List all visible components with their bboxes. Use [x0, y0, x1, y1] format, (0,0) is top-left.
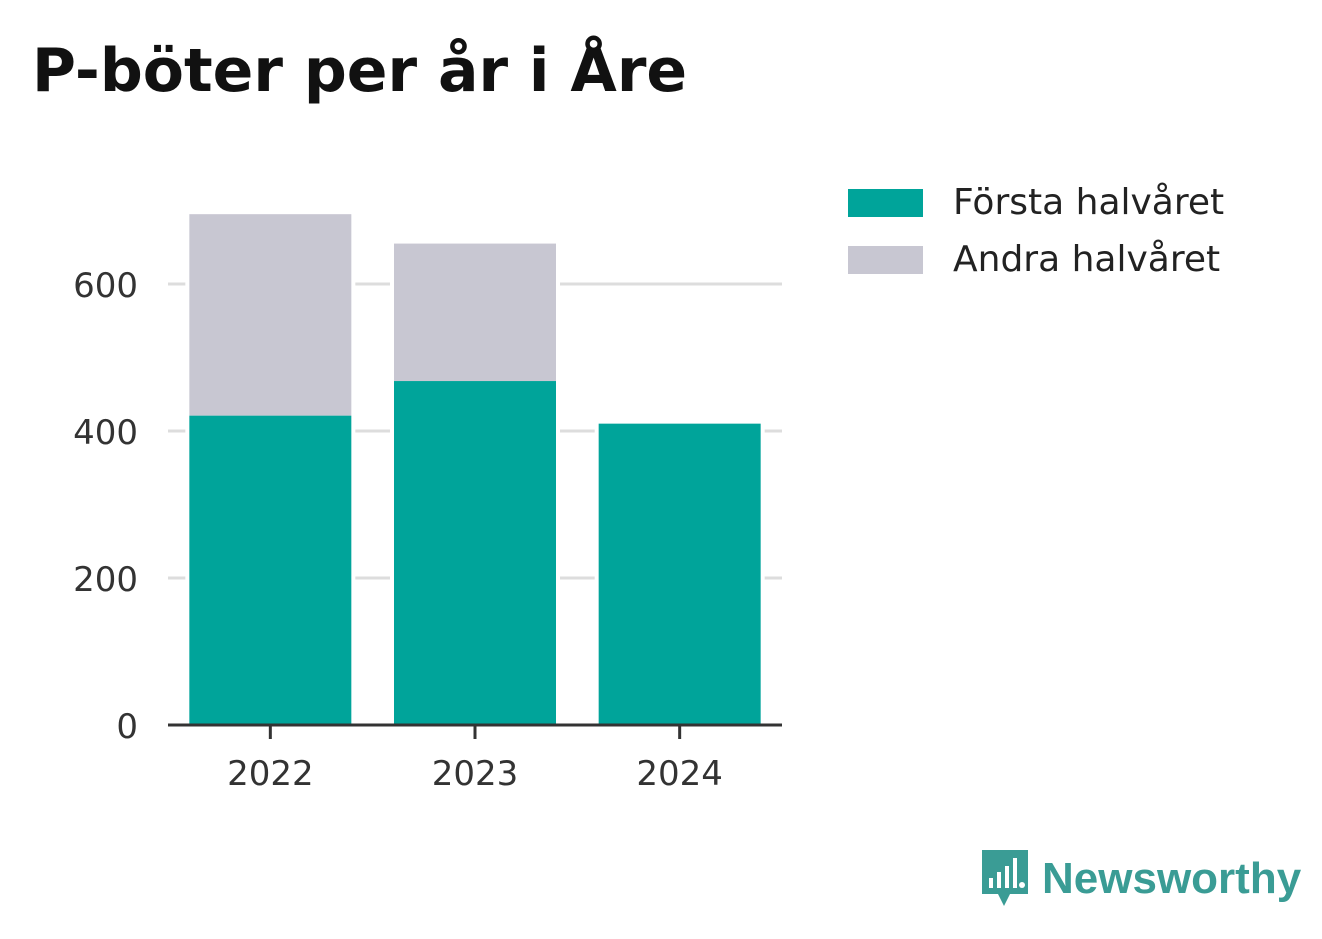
brand-name: Newsworthy — [1042, 854, 1302, 903]
bar — [394, 381, 556, 725]
newsworthy-logo-icon — [982, 850, 1028, 906]
x-tick-label: 2022 — [227, 754, 314, 794]
bar — [394, 243, 556, 382]
y-tick-label: 400 — [73, 413, 138, 453]
x-tick-label: 2024 — [636, 754, 723, 794]
y-tick-label: 200 — [73, 560, 138, 600]
legend: Första halvåret Andra halvåret — [848, 174, 1224, 288]
y-tick-label: 600 — [73, 266, 138, 306]
bar — [598, 423, 761, 725]
x-tick-label: 2023 — [432, 754, 519, 794]
chart-title: P-böter per år i Åre — [32, 36, 688, 106]
legend-label: Andra halvåret — [953, 239, 1221, 280]
bar — [189, 214, 352, 416]
y-tick-label: 0 — [116, 707, 138, 747]
legend-item: Andra halvåret — [848, 231, 1224, 288]
legend-swatch — [848, 188, 923, 217]
bar — [189, 415, 352, 725]
legend-item: Första halvåret — [848, 174, 1224, 231]
legend-swatch — [848, 245, 923, 274]
legend-label: Första halvåret — [953, 182, 1225, 223]
brand-logo: Newsworthy — [980, 848, 1301, 910]
